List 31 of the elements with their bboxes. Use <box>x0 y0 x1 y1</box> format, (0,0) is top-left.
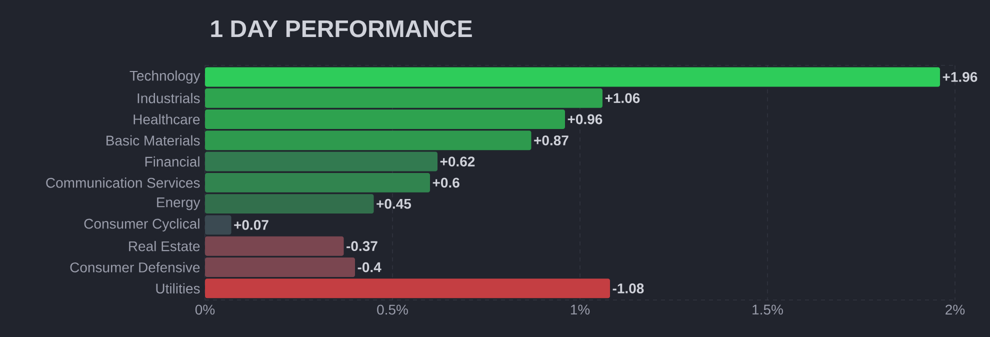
x-tick-label: 1.5% <box>752 304 783 315</box>
y-tick-label: Utilities <box>156 283 200 294</box>
bar <box>205 67 940 87</box>
x-tick-label: 1% <box>570 304 590 315</box>
data-label: +0.45 <box>376 198 412 209</box>
y-tick-label: Healthcare <box>134 114 200 124</box>
chart-title: 1 DAY PERFORMANCE <box>211 20 472 38</box>
data-label: +1.96 <box>942 72 978 82</box>
data-label: +0.87 <box>534 135 568 146</box>
data-label: +0.96 <box>568 114 602 124</box>
data-label: +0.62 <box>440 156 475 166</box>
bar <box>205 194 374 214</box>
y-tick-label: Consumer Cyclical <box>84 218 200 232</box>
y-tick-label: Industrials <box>138 92 200 104</box>
y-tick-label: Consumer Defensive <box>70 262 200 272</box>
bar <box>205 278 610 298</box>
y-tick-label: Communication Services <box>46 178 200 188</box>
y-tick-label: Basic Materials <box>106 135 200 146</box>
x-tick-label: 0.5% <box>377 304 408 315</box>
data-label: -0.4 <box>358 262 382 272</box>
data-label: +0.07 <box>234 220 268 230</box>
data-label: +1.06 <box>605 93 640 104</box>
y-tick-label: Energy <box>157 198 200 210</box>
data-label: +0.6 <box>432 178 460 188</box>
data-label: -1.08 <box>612 283 644 294</box>
y-tick-label: Real Estate <box>129 240 200 252</box>
x-tick-label: 2% <box>946 304 965 315</box>
y-tick-label: Technology <box>130 70 200 84</box>
x-tick-label: 0% <box>195 304 215 315</box>
y-tick-label: Financial <box>145 156 200 167</box>
data-label: -0.37 <box>346 241 378 252</box>
